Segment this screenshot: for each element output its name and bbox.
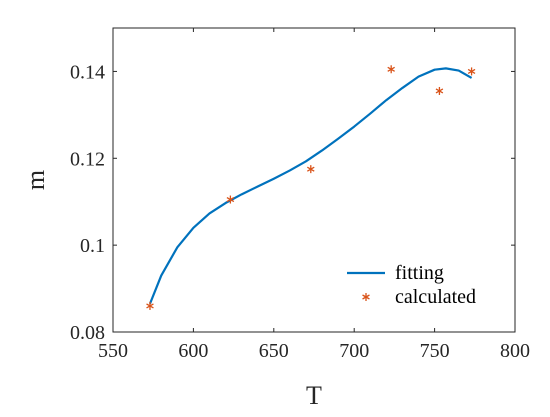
series-line-fitting: [148, 67, 473, 305]
y-tick-label: 0.14: [70, 61, 105, 83]
x-tick-label: 700: [339, 340, 369, 362]
plot-box: [112, 27, 516, 333]
plot-background: [113, 28, 515, 332]
x-tick-label: 600: [178, 340, 208, 362]
legend-label: calculated: [395, 286, 476, 308]
data-point-calculated: [387, 65, 395, 74]
y-axis-label: m: [21, 170, 50, 190]
data-point-calculated: [467, 67, 476, 76]
x-axis-label: T: [306, 381, 322, 410]
x-tick-label: 650: [259, 340, 289, 362]
y-tick-label: 0.08: [70, 322, 105, 344]
y-tick-label: 0.12: [70, 148, 105, 170]
x-tick-label: 750: [420, 340, 450, 362]
x-tick-label: 550: [98, 340, 128, 362]
x-tick-label: 800: [500, 340, 530, 362]
y-tick-label: 0.1: [80, 235, 105, 257]
data-point-calculated: [226, 195, 235, 204]
legend-label: fitting: [395, 262, 444, 284]
data-point-calculated: [146, 301, 154, 310]
legend-marker-swatch: [362, 293, 370, 301]
data-point-calculated: [306, 165, 315, 174]
data-point-calculated: [435, 86, 444, 95]
